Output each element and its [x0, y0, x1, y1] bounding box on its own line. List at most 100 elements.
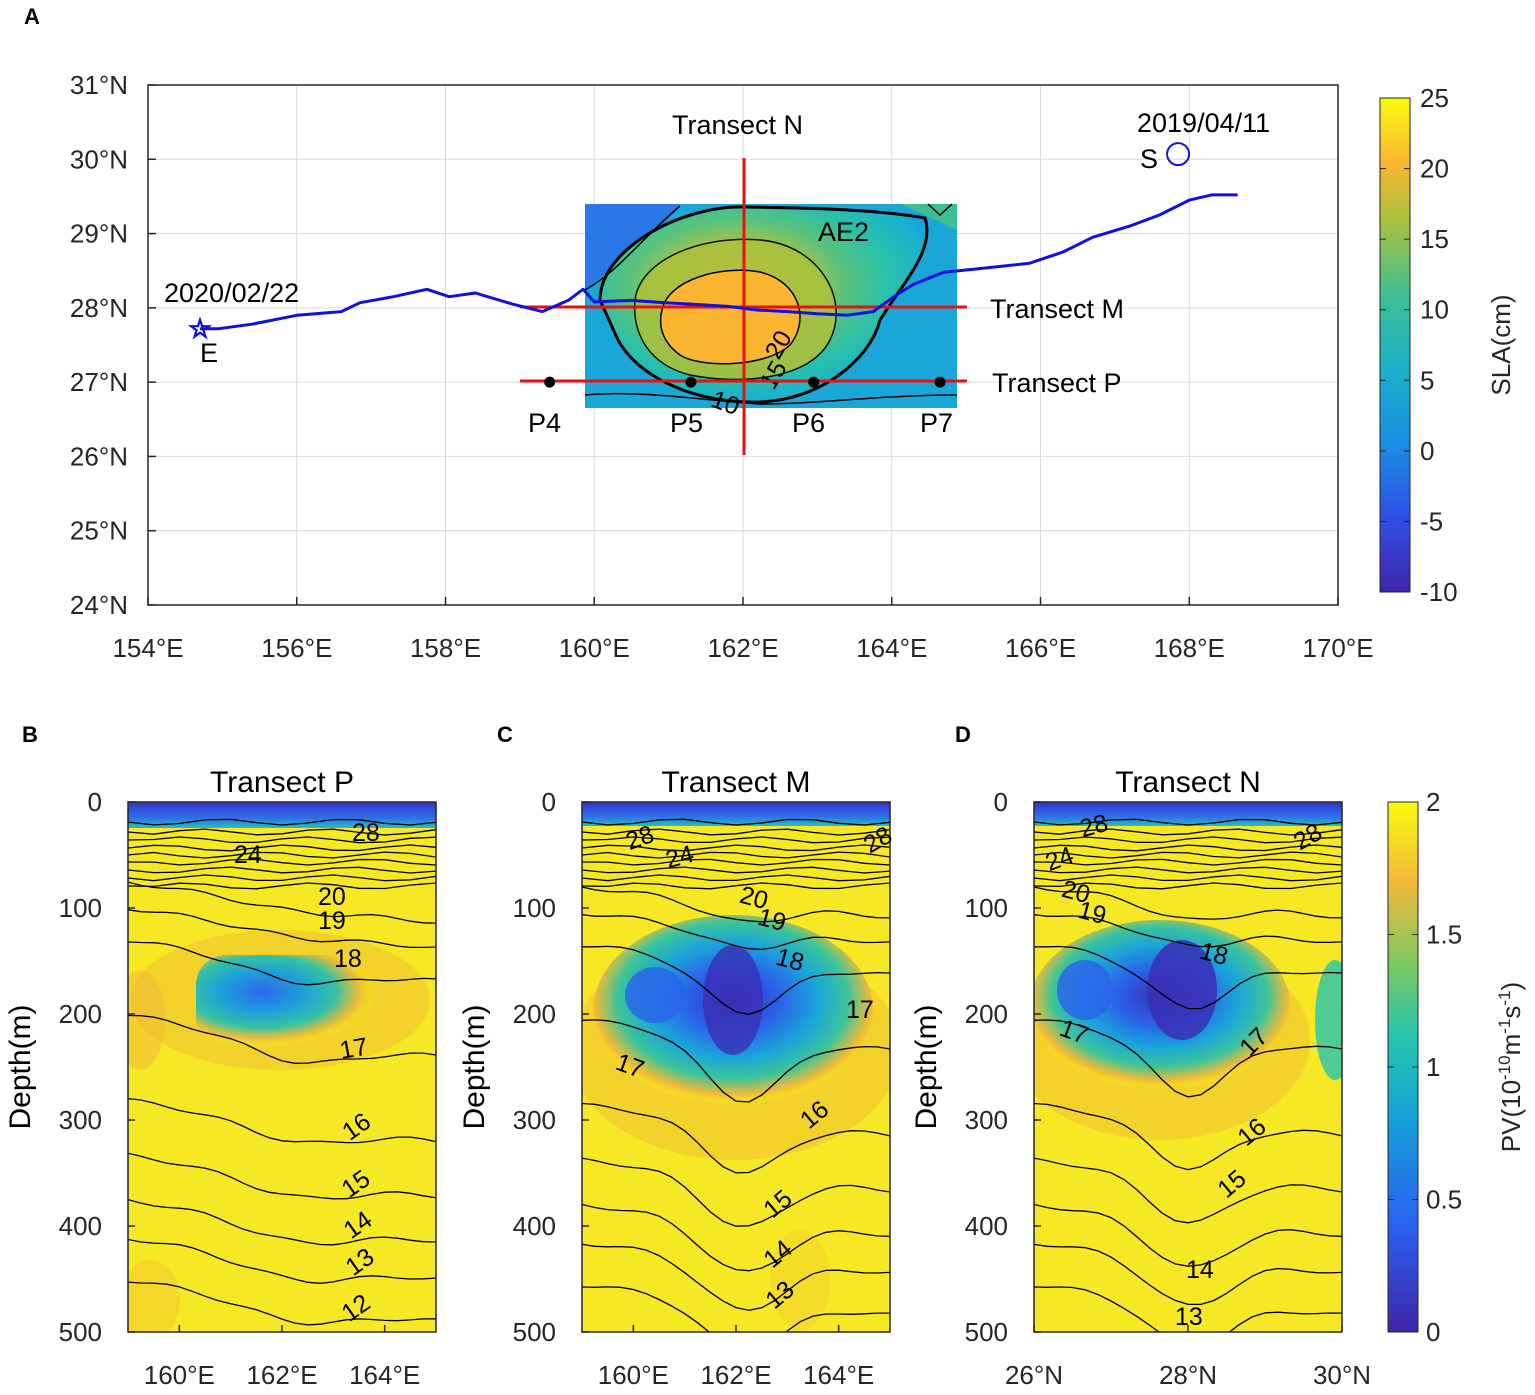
transect-p-label: Transect P [992, 368, 1122, 398]
isotherm-deep [128, 1152, 436, 1200]
panel-a-letter: A [24, 4, 40, 29]
isotherm-deep [582, 1102, 890, 1174]
c-label-17-east: 17 [846, 996, 874, 1024]
end-letter-label: E [200, 338, 218, 368]
pv-label-main: PV(10 [1496, 1080, 1526, 1152]
isotherm-deep [1034, 1157, 1342, 1224]
isotherm-upper [582, 874, 890, 882]
b-label-19: 19 [318, 907, 346, 935]
sla-contour-nw [584, 205, 681, 291]
isotherm-deep [582, 945, 890, 1015]
x-tick-label: 160°E [559, 633, 630, 663]
isotherm-deep [1034, 1203, 1342, 1267]
eddy-name: AE2 [818, 217, 869, 247]
isotherm-upper [1034, 851, 1342, 859]
pv-label-close: ) [1496, 982, 1526, 991]
depth-tick-label: 100 [59, 893, 102, 923]
b-label-24: 24 [234, 841, 262, 869]
x-tick-label: 168°E [1154, 633, 1225, 663]
isotherm-upper [128, 858, 436, 866]
y-tick-label: 26°N [70, 441, 128, 471]
section-c-core-west [625, 967, 685, 1023]
map-panel-a: 10 15 20 AE2 ☆ Transect N Transect M Tra… [70, 70, 1374, 663]
section-x-tick-label: 164°E [349, 1360, 420, 1390]
isotherm-deep [582, 1243, 890, 1311]
y-tick-label: 28°N [70, 293, 128, 323]
depth-tick-label: 200 [965, 999, 1008, 1029]
station-label-p4: P4 [528, 408, 561, 438]
isotherm-upper [128, 828, 436, 836]
pv-label-exp3: -1 [1495, 990, 1514, 1005]
isotherm-deep [1034, 1019, 1342, 1098]
y-tick-label: 31°N [70, 70, 128, 100]
pv-label-mid: m [1496, 1034, 1526, 1056]
sla-cb-tick-label: 25 [1420, 83, 1449, 113]
transect-n-label: Transect N [672, 110, 803, 140]
sla-cb-tick-label: 10 [1420, 295, 1449, 325]
pv-cb-tick-label: 1.5 [1426, 920, 1462, 950]
panel-d-ylabel: Depth(m) [910, 1004, 943, 1129]
map-axes: 154°E 156°E 158°E 160°E 162°E 164°E 166°E 168°E… [70, 70, 1374, 663]
pv-colorbar-ticks: 0 0.5 1 1.5 2 [1388, 787, 1462, 1347]
b-label-20: 20 [318, 883, 346, 911]
y-tick-label: 30°N [70, 144, 128, 174]
station-dot-p7 [934, 376, 946, 388]
sla-colorbar: -10 -5 0 5 10 15 20 25 SLA(cm) [1379, 83, 1516, 607]
pv-colorbar: 00.511.52 PV(10-10m-1s-1) [1387, 787, 1526, 1347]
section-b-isotherms [128, 818, 436, 1326]
pv-cb-tick-label: 0.5 [1426, 1185, 1462, 1215]
section-x-tick-label: 160°E [144, 1360, 215, 1390]
depth-tick-label: 300 [513, 1105, 556, 1135]
sla-cb-tick-label: 20 [1420, 154, 1449, 184]
depth-tick-label: 500 [965, 1317, 1008, 1347]
isotherm-upper [128, 851, 436, 859]
section-d-isotherms [1034, 818, 1342, 1332]
station-dot-p6 [808, 376, 820, 388]
isotherm-deep [582, 1019, 890, 1103]
end-date-label: 2020/02/22 [164, 278, 299, 308]
station-markers [544, 376, 946, 388]
pv-colorbar-label: PV(10-10m-1s-1) [1495, 982, 1526, 1152]
pv-label-exp2: -1 [1495, 1019, 1514, 1034]
x-tick-label: 154°E [112, 633, 183, 663]
isotherm-deep [1034, 914, 1342, 948]
transect-m-label: Transect M [990, 294, 1124, 324]
eddy-contour-10 [598, 205, 929, 404]
isotherm-upper [1034, 828, 1342, 836]
section-x-tick-label: 28°N [1159, 1360, 1217, 1390]
start-letter-label: S [1140, 144, 1158, 174]
depth-tick-label: 200 [59, 999, 102, 1029]
isotherm-deep [582, 1203, 890, 1272]
isotherm-upper [128, 844, 436, 852]
section-x-tick-label: 26°N [1005, 1360, 1063, 1390]
sla-cb-tick-label: 5 [1420, 365, 1434, 395]
isotherm-deep [1034, 1102, 1342, 1171]
isotherm-upper [582, 836, 890, 844]
isotherm-deep [1034, 1243, 1342, 1306]
isotherm-upper [582, 818, 890, 826]
isotherm-upper [582, 828, 890, 836]
panel-c-letter: C [497, 722, 513, 747]
isotherm-deep [128, 1198, 436, 1246]
b-label-28: 28 [352, 819, 380, 847]
section-c-isotherms [582, 818, 890, 1332]
sla-corner-patch [900, 204, 957, 230]
d-label-13: 13 [1175, 1303, 1203, 1331]
sla-contour-ne [927, 203, 953, 217]
eddy-contour-20 [659, 269, 801, 365]
pv-cb-tick-label: 2 [1426, 787, 1440, 817]
depth-tick-label: 0 [88, 787, 102, 817]
depth-tick-label: 0 [994, 787, 1008, 817]
x-tick-label: 164°E [856, 633, 927, 663]
section-d-core-south [1057, 960, 1113, 1020]
depth-tick-label: 500 [513, 1317, 556, 1347]
sla-cb-tick-label: -5 [1420, 506, 1443, 536]
isotherm-upper [128, 836, 436, 844]
d-label-14: 14 [1186, 1256, 1214, 1284]
section-x-tick-label: 160°E [598, 1360, 669, 1390]
start-date-label: 2019/04/11 [1137, 108, 1270, 138]
sla-cb-tick-label: 0 [1420, 436, 1434, 466]
depth-tick-label: 400 [513, 1211, 556, 1241]
pv-label-mid2: s [1496, 1006, 1526, 1019]
b-label-18: 18 [334, 945, 362, 973]
